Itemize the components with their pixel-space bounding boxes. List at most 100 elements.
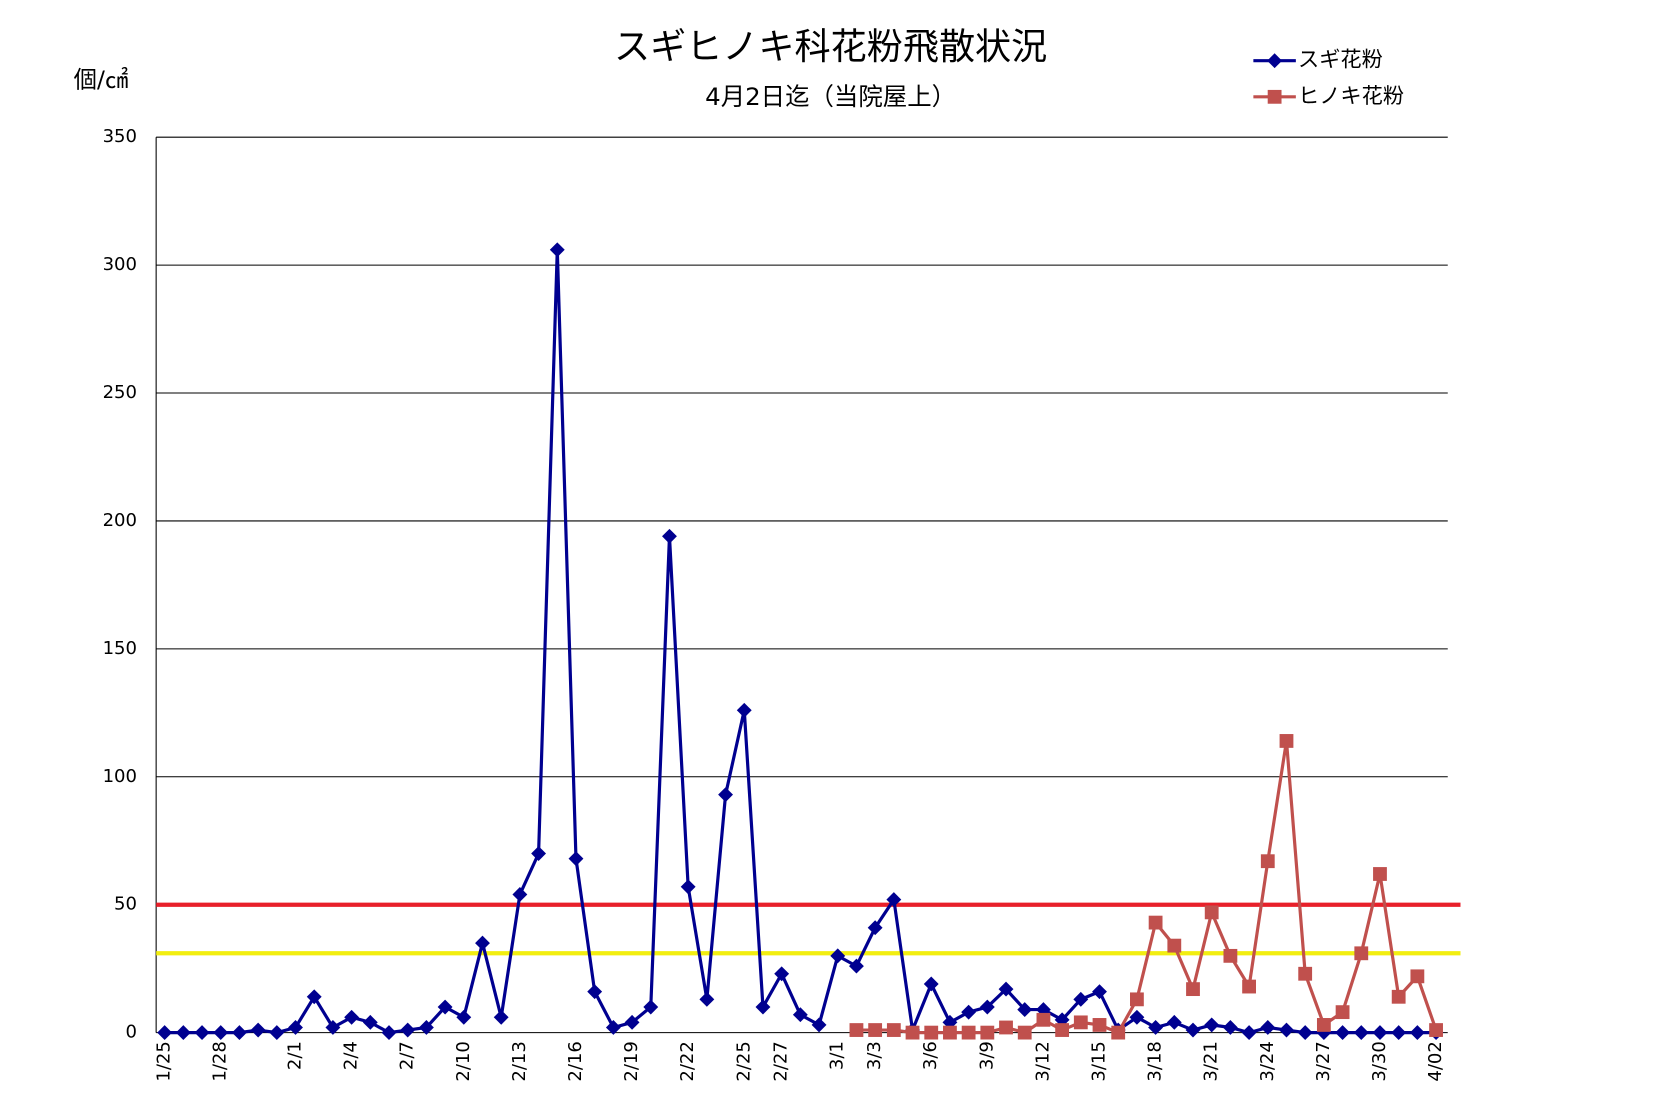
data-point	[867, 920, 883, 936]
x-tick-label: 2/7	[397, 1041, 418, 1070]
x-tick-label: 3/12	[1032, 1041, 1053, 1082]
data-point	[1409, 1025, 1425, 1041]
x-tick-label: 2/4	[341, 1041, 362, 1070]
data-point	[1148, 1020, 1164, 1035]
data-point	[961, 1004, 977, 1020]
data-point	[1242, 979, 1256, 994]
y-tick-label: 300	[103, 254, 137, 275]
data-point	[475, 935, 490, 951]
data-point	[1298, 966, 1313, 981]
y-tick-label: 100	[103, 766, 137, 787]
x-tick-label: 3/24	[1257, 1041, 1278, 1082]
y-axis-label: 個/㎠	[74, 65, 129, 93]
data-point	[1267, 89, 1282, 104]
data-point	[288, 1020, 303, 1035]
data-point	[1204, 905, 1219, 920]
data-point	[811, 1017, 827, 1033]
data-point	[1092, 984, 1107, 1000]
x-tick-label: 2/1	[285, 1041, 306, 1070]
data-point	[400, 1022, 416, 1038]
data-point	[1223, 948, 1238, 963]
data-point	[250, 1022, 266, 1038]
data-point	[1316, 1018, 1331, 1032]
legend-label: ヒノキ花粉	[1298, 84, 1404, 109]
x-tick-label: 2/25	[733, 1041, 754, 1082]
data-point	[1373, 867, 1387, 881]
data-point	[1335, 1025, 1351, 1041]
x-tick-label: 3/3	[864, 1041, 885, 1070]
data-point	[231, 1025, 247, 1041]
data-point	[531, 846, 547, 861]
data-point	[1391, 1025, 1407, 1041]
data-point	[1260, 854, 1275, 869]
data-point	[549, 242, 565, 258]
data-point	[1186, 982, 1200, 997]
data-point	[1092, 1018, 1107, 1032]
data-point	[1353, 1025, 1369, 1041]
x-tick-label: 3/9	[976, 1041, 997, 1070]
data-point	[792, 1007, 808, 1023]
x-tick-label: 1/25	[154, 1041, 175, 1082]
data-point	[1055, 1023, 1070, 1037]
data-point	[157, 1025, 173, 1041]
data-point	[718, 787, 733, 803]
data-point	[961, 1025, 976, 1040]
x-tick-label: 2/22	[677, 1041, 698, 1082]
data-point	[605, 1020, 621, 1035]
x-tick-label: 2/16	[565, 1041, 586, 1082]
x-tick-label: 3/18	[1145, 1041, 1166, 1082]
data-point	[456, 1009, 472, 1025]
data-point	[886, 892, 902, 908]
data-point	[830, 948, 846, 964]
data-point	[1036, 1012, 1051, 1027]
data-point	[1429, 1023, 1443, 1037]
data-point	[1279, 734, 1294, 748]
data-point	[624, 1014, 640, 1030]
data-point	[1335, 1005, 1350, 1020]
chart-title: スギヒノキ科花粉飛散状況	[614, 25, 1047, 68]
data-point	[493, 1009, 509, 1025]
data-point	[1241, 1025, 1257, 1041]
data-point	[736, 702, 752, 718]
series-line	[164, 249, 1437, 1037]
data-point	[1410, 969, 1425, 984]
data-point	[418, 1020, 434, 1035]
y-tick-label: 200	[103, 510, 137, 531]
data-point	[662, 528, 677, 544]
x-tick-label: 4/02	[1425, 1041, 1446, 1082]
data-point	[1222, 1020, 1238, 1035]
data-point	[568, 851, 584, 867]
data-point	[849, 1023, 864, 1037]
data-point	[1073, 991, 1089, 1007]
data-point	[1130, 992, 1144, 1007]
data-point	[886, 1023, 901, 1037]
data-point	[1267, 53, 1283, 69]
y-tick-label: 0	[126, 1022, 137, 1043]
x-tick-label: 3/21	[1201, 1041, 1222, 1082]
x-tick-label: 2/13	[509, 1041, 530, 1082]
data-point	[194, 1025, 210, 1041]
data-point	[905, 1025, 920, 1040]
data-point	[755, 999, 771, 1015]
data-point	[213, 1025, 229, 1041]
data-point	[1166, 1014, 1182, 1030]
y-tick-label: 250	[103, 382, 137, 403]
data-point	[587, 984, 603, 1000]
x-tick-label: 1/28	[210, 1041, 231, 1082]
data-point	[1111, 1025, 1126, 1040]
data-point	[980, 1025, 995, 1040]
data-point	[923, 976, 939, 992]
x-tick-label: 3/1	[827, 1041, 848, 1070]
data-point	[269, 1025, 285, 1041]
data-point	[1297, 1025, 1313, 1041]
data-point	[1167, 938, 1182, 953]
data-point	[1054, 1012, 1070, 1028]
data-point	[362, 1014, 378, 1030]
y-tick-label: 350	[103, 126, 137, 147]
data-point	[344, 1009, 360, 1025]
data-point	[1073, 1015, 1088, 1030]
x-tick-label: 3/30	[1369, 1041, 1390, 1082]
data-point	[1391, 989, 1406, 1004]
data-point	[1017, 1025, 1032, 1040]
